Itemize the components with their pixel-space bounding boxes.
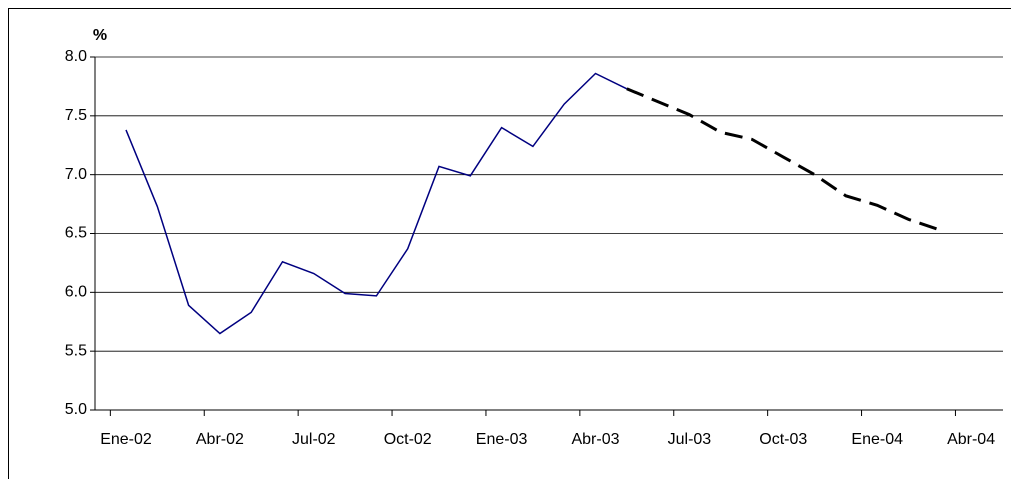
x-tick-label: Abr-04 [947,431,995,448]
x-tick-label: Ene-02 [100,431,152,448]
y-axis-label: % [93,27,107,44]
x-tick-label: Oct-03 [759,431,807,448]
y-tick-label: 8.0 [65,48,87,65]
x-tick-label: Jul-03 [668,431,712,448]
chart-frame [9,9,1011,480]
x-tick-label: Abr-03 [571,431,619,448]
y-tick-label: 5.5 [65,342,87,359]
x-tick-label: Jul-02 [292,431,336,448]
x-tick-label: Oct-02 [384,431,432,448]
y-tick-label: 6.0 [65,284,87,301]
series-line [627,89,940,230]
x-tick-label: Abr-02 [196,431,244,448]
series-line [126,73,627,333]
y-tick-label: 7.0 [65,166,87,183]
x-tick-label: Ene-03 [476,431,528,448]
y-tick-label: 6.5 [65,225,87,242]
y-tick-label: 7.5 [65,107,87,124]
x-tick-label: Ene-04 [851,431,903,448]
y-tick-label: 5.0 [65,401,87,418]
